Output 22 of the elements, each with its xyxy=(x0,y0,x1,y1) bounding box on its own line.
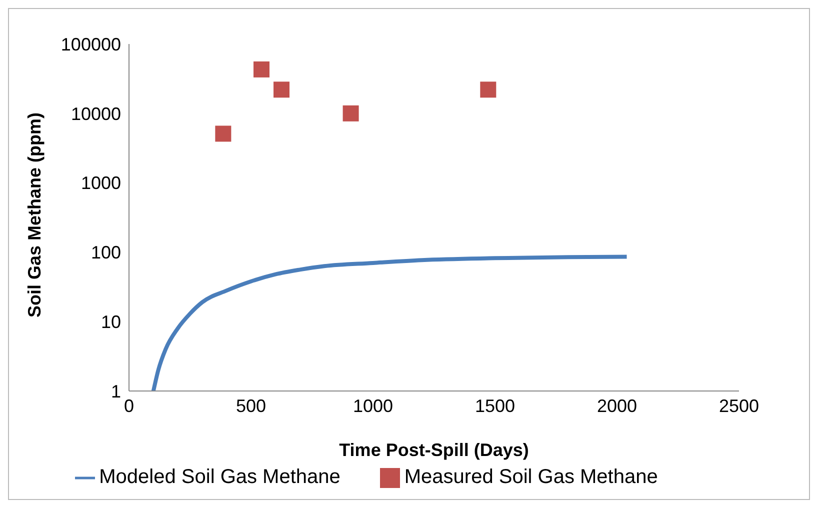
point xyxy=(215,126,232,142)
x-tick-label: 2500 xyxy=(718,396,760,416)
x-tick-label: 500 xyxy=(236,396,266,416)
y-tick-label: 1000 xyxy=(80,173,121,194)
y-tick-label: 100000 xyxy=(60,34,121,54)
point xyxy=(342,105,359,122)
line-series xyxy=(151,254,629,391)
y-tick-label: 100 xyxy=(90,242,121,263)
legend-label: Measured Soil Gas Methane xyxy=(404,466,658,488)
legend-label: Modeled Soil Gas Methane xyxy=(99,466,340,488)
x-tick-label: 1500 xyxy=(474,396,516,416)
x-tick-label: 0 xyxy=(124,396,134,416)
point xyxy=(253,61,270,78)
y-tick-label: 10 xyxy=(100,312,121,332)
y-tick-label: 10000 xyxy=(70,104,121,124)
x-tick-label: 1000 xyxy=(352,396,394,416)
x-tick-label: 2000 xyxy=(596,396,638,416)
y-axis-title: Soil Gas Methane (ppm) xyxy=(24,112,44,318)
point xyxy=(274,82,290,98)
x-axis-title: Time Post-Spill (Days) xyxy=(339,440,529,460)
y-tick-label: 1 xyxy=(110,381,121,402)
point xyxy=(480,82,496,98)
